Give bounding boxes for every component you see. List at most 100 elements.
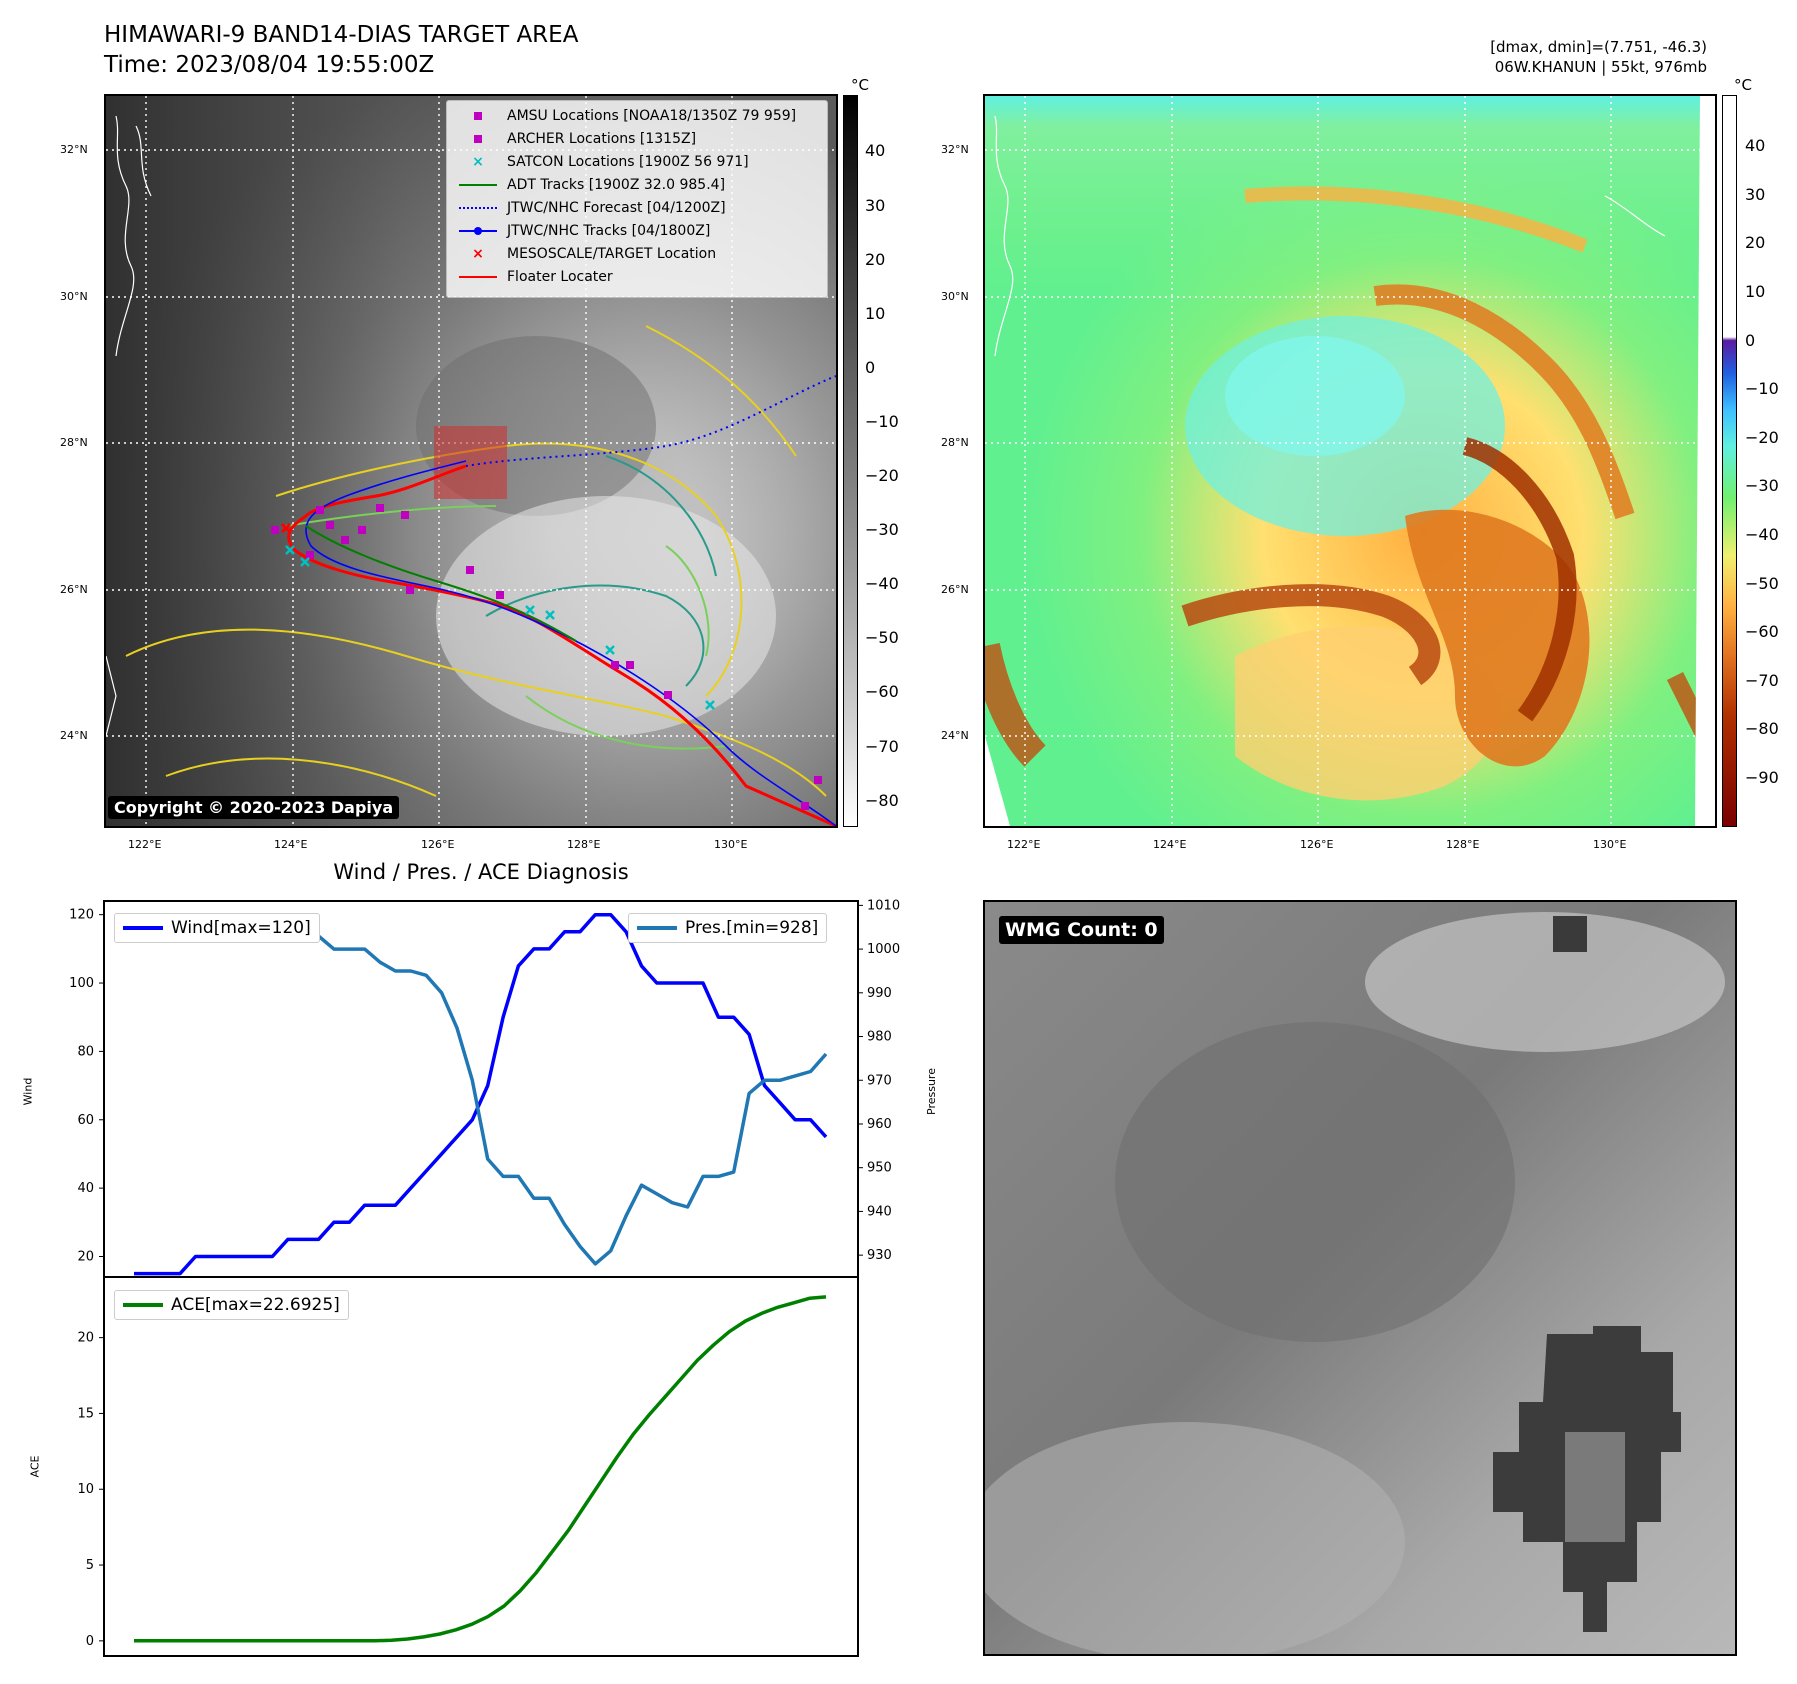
color-cbar-tick: −40 [1745, 525, 1779, 544]
pressure-tick-label: 950 [867, 1161, 892, 1176]
pressure-legend: Pres.[min=928] [628, 913, 828, 943]
color-cbar-tick: 40 [1745, 136, 1766, 155]
wind-tick-label: 60 [77, 1113, 94, 1128]
pressure-tick-label: 970 [867, 1073, 892, 1088]
ir-colorbar-unit: °C [851, 76, 869, 94]
ir-lon-label: 122°E [128, 838, 162, 851]
legend-item-jtwc-forecast: JTWC/NHC Forecast [04/1200Z] [455, 197, 726, 219]
pressure-tick-label: 990 [867, 986, 892, 1001]
wind-pressure-frame [103, 900, 859, 1278]
pressure-tick-label: 1010 [867, 898, 900, 913]
storm-info: 06W.KHANUN | 55kt, 976mb [1494, 58, 1707, 76]
pressure-tick-label: 940 [867, 1204, 892, 1219]
dmax-dmin-info: [dmax, dmin]=(7.751, -46.3) [1490, 38, 1707, 56]
ir-cbar-tick: −70 [865, 737, 899, 756]
jtwc-best-track [305, 460, 836, 826]
ir-lon-label: 128°E [567, 838, 601, 851]
wind-pressure-chart: 20 40 60 80 100 120 930 940 950 960 970 980 990 1000 1… [69, 898, 900, 1278]
ir-cbar-tick: 0 [865, 358, 876, 377]
color-cbar-tick: 30 [1745, 185, 1766, 204]
color-cbar-tick: −90 [1745, 768, 1779, 787]
diagnosis-charts: 2040608010012093094095096097098099010001… [69, 898, 900, 1657]
ir-lat-label: 30°N [60, 290, 88, 303]
wmg-count-label: WMG Count: 0 [999, 916, 1164, 944]
ace-frame [103, 1276, 859, 1657]
pressure-tick-label: 960 [867, 1117, 892, 1132]
legend-item-floater: Floater Locater [455, 266, 613, 288]
ir-cbar-tick: 10 [865, 304, 886, 323]
color-lon-label: 126°E [1300, 838, 1334, 851]
legend-item-amsu: AMSU Locations [NOAA18/1350Z 79 959] [455, 105, 796, 127]
legend-item-mesoscale: × MESOSCALE/TARGET Location [472, 246, 717, 262]
pressure-axis-label: Pressure [924, 1068, 938, 1115]
color-lon-label: 124°E [1153, 838, 1187, 851]
ace-tick-label: 0 [86, 1634, 94, 1649]
ace-legend-label: ACE[max=22.6925] [171, 1295, 340, 1315]
wind-tick-label: 100 [69, 976, 94, 991]
figure-time: Time: 2023/08/04 19:55:00Z [104, 52, 435, 78]
wind-tick-label: 80 [77, 1044, 94, 1059]
legend-item-jtwc-tracks: JTWC/NHC Tracks [04/1800Z] [455, 220, 710, 242]
wind-axis-label: Wind [21, 1077, 35, 1106]
ir-colorbar [843, 95, 858, 827]
color-cbar-tick: −20 [1745, 428, 1779, 447]
pressure-legend-swatch [637, 926, 677, 930]
ace-chart: 0 5 10 15 20 [77, 1276, 859, 1657]
ir-satellite-map: AMSU Locations [NOAA18/1350Z 79 959] ARC… [104, 94, 838, 828]
ir-lat-label: 24°N [60, 729, 88, 742]
pressure-series-line [134, 921, 828, 1266]
ace-legend: ACE[max=22.6925] [114, 1290, 349, 1320]
ace-tick-label: 10 [77, 1482, 94, 1497]
color-enhanced-map [983, 94, 1717, 828]
wmg-image [985, 902, 1735, 1654]
color-colorbar [1722, 95, 1737, 827]
ace-series-line [134, 1295, 827, 1643]
ir-lat-label: 26°N [60, 583, 88, 596]
wind-series-line [134, 912, 828, 1276]
ir-cbar-tick: −30 [865, 520, 899, 539]
color-lon-label: 128°E [1446, 838, 1480, 851]
copyright-label: Copyright © 2020-2023 Dapiya [108, 796, 400, 819]
ir-lat-label: 28°N [60, 436, 88, 449]
ace-axis-label: ACE [28, 1455, 42, 1478]
wind-legend: Wind[max=120] [114, 913, 320, 943]
ace-tick-label: 5 [86, 1558, 94, 1573]
ace-legend-swatch [123, 1303, 163, 1307]
color-cbar-tick: 0 [1745, 331, 1756, 350]
color-lat-label: 28°N [941, 436, 969, 449]
adt-track [305, 525, 577, 642]
color-colorbar-unit: °C [1734, 76, 1752, 94]
color-cbar-tick: −50 [1745, 574, 1779, 593]
color-lat-label: 32°N [941, 143, 969, 156]
ace-tick-label: 15 [77, 1406, 94, 1421]
ir-cbar-tick: 40 [865, 141, 886, 160]
ir-lon-label: 130°E [714, 838, 748, 851]
color-cbar-tick: −10 [1745, 379, 1779, 398]
diagnosis-title: Wind / Pres. / ACE Diagnosis [333, 860, 629, 884]
color-lon-label: 130°E [1593, 838, 1627, 851]
wind-tick-label: 20 [77, 1249, 94, 1264]
color-enhanced-image [985, 96, 1715, 826]
ir-lon-label: 124°E [274, 838, 308, 851]
legend-item-satcon: × SATCON Locations [1900Z 56 971] [472, 154, 749, 170]
wind-tick-label: 40 [77, 1181, 94, 1196]
legend-item-archer: ARCHER Locations [1315Z] [455, 128, 696, 150]
ir-map-legend: AMSU Locations [NOAA18/1350Z 79 959] ARC… [446, 100, 828, 298]
wmg-panel: WMG Count: 0 [983, 900, 1737, 1656]
pressure-legend-label: Pres.[min=928] [685, 918, 819, 938]
color-lon-label: 122°E [1007, 838, 1041, 851]
ir-lat-label: 32°N [60, 143, 88, 156]
ace-tick-label: 20 [77, 1331, 94, 1346]
ir-lon-label: 126°E [421, 838, 455, 851]
ir-cbar-tick: 20 [865, 250, 886, 269]
wind-legend-label: Wind[max=120] [171, 918, 311, 938]
legend-item-adt: ADT Tracks [1900Z 32.0 985.4] [455, 174, 725, 196]
color-lat-label: 30°N [941, 290, 969, 303]
ir-cbar-tick: −80 [865, 791, 899, 810]
floater-track [287, 464, 836, 826]
color-lat-label: 24°N [941, 729, 969, 742]
ir-cbar-tick: −40 [865, 574, 899, 593]
color-cbar-tick: −60 [1745, 622, 1779, 641]
color-cbar-tick: 10 [1745, 282, 1766, 301]
color-cbar-tick: −80 [1745, 719, 1779, 738]
